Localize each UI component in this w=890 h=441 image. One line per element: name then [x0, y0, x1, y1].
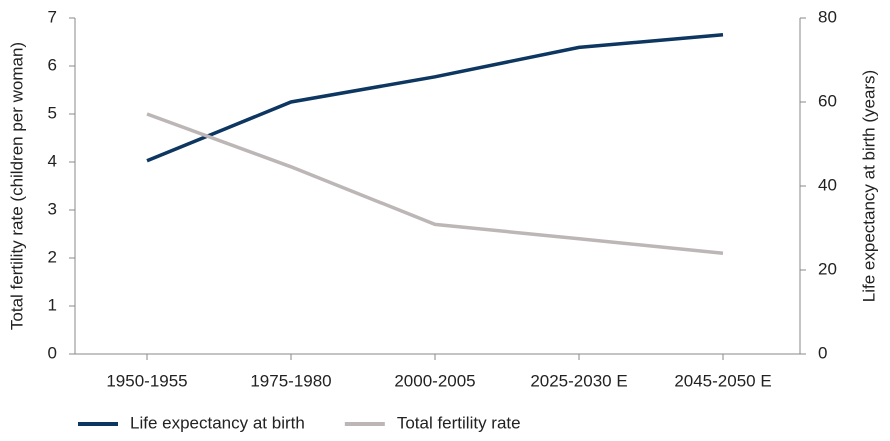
x-tick-label: 1975-1980 — [250, 371, 331, 390]
y2-tick-label: 80 — [818, 7, 837, 26]
y-tick-label: 1 — [48, 295, 57, 314]
y-tick-label: 6 — [48, 55, 57, 74]
legend-label: Total fertility rate — [397, 413, 521, 432]
legend-label: Life expectancy at birth — [130, 413, 305, 432]
y-tick-label: 5 — [48, 103, 57, 122]
x-tick-label: 2045-2050 E — [674, 371, 771, 390]
y2-axis-label: Life expectancy at birth (years) — [859, 70, 878, 302]
x-tick-label: 2000-2005 — [394, 371, 475, 390]
y-tick-label: 7 — [48, 7, 57, 26]
series-line — [146, 33, 724, 163]
y-tick-label: 3 — [48, 199, 57, 218]
y2-tick-label: 40 — [818, 175, 837, 194]
series-line — [146, 112, 724, 255]
y2-tick-label: 0 — [818, 343, 827, 362]
y-tick-label: 4 — [48, 151, 57, 170]
y2-tick-label: 20 — [818, 259, 837, 278]
x-tick-label: 1950-1955 — [106, 371, 187, 390]
y-axis-label: Total fertility rate (children per woman… — [7, 42, 26, 330]
y-tick-label: 2 — [48, 247, 57, 266]
x-tick-label: 2025-2030 E — [530, 371, 627, 390]
y-tick-label: 0 — [48, 343, 57, 362]
y2-tick-label: 60 — [818, 91, 837, 110]
